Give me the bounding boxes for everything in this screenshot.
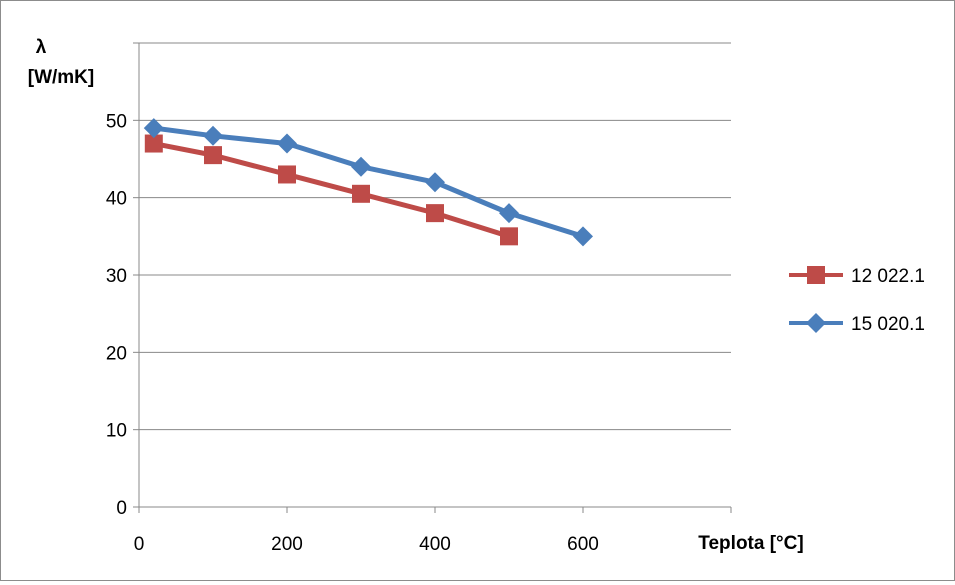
tick-labels: 0 10 20 30 40 50 0 200 400 600 bbox=[106, 42, 732, 555]
y-tick-label: 20 bbox=[106, 343, 127, 364]
x-tick-label: 400 bbox=[419, 534, 451, 555]
data-point-square bbox=[352, 184, 370, 203]
y-tick-label: 30 bbox=[106, 266, 127, 287]
y-tick-label: 40 bbox=[106, 189, 127, 210]
data-point-square bbox=[144, 134, 163, 153]
series-lines bbox=[151, 125, 586, 239]
series-line-0 bbox=[151, 141, 512, 239]
data-point-square bbox=[426, 204, 444, 223]
data-point-diamond bbox=[425, 172, 445, 193]
legend-label-15020: 15 020.1 bbox=[851, 314, 925, 335]
x-axis-title: Teplota [°C] bbox=[698, 533, 803, 554]
data-point-diamond bbox=[277, 133, 297, 154]
data-point-square bbox=[204, 146, 222, 165]
legend-marker-square bbox=[807, 266, 825, 284]
y-tick-label: 0 bbox=[116, 498, 127, 519]
y-tick-label: 10 bbox=[106, 421, 127, 442]
y-tick-label: 50 bbox=[106, 111, 127, 132]
x-tick-label: 600 bbox=[567, 534, 599, 555]
gridlines bbox=[139, 42, 731, 431]
data-point-diamond bbox=[143, 118, 164, 139]
series-line-1 bbox=[151, 125, 586, 239]
x-tick-label: 200 bbox=[271, 534, 303, 555]
data-point-diamond bbox=[573, 226, 593, 247]
data-point-square bbox=[278, 165, 296, 184]
legend-item-12022: 12 022.1 bbox=[789, 266, 925, 287]
data-point-square bbox=[500, 227, 518, 246]
data-point-diamond bbox=[499, 203, 519, 224]
series-markers bbox=[143, 118, 593, 247]
legend-marker-diamond bbox=[806, 313, 826, 333]
y-axis-symbol: λ bbox=[36, 37, 47, 58]
y-axis-unit: [W/mK] bbox=[28, 67, 94, 88]
legend: 12 022.1 15 020.1 bbox=[789, 266, 925, 335]
x-tick-label: 0 bbox=[134, 534, 145, 555]
legend-item-15020: 15 020.1 bbox=[789, 313, 925, 335]
data-point-diamond bbox=[203, 125, 223, 146]
data-point-diamond bbox=[351, 156, 371, 177]
legend-label-12022: 12 022.1 bbox=[851, 266, 925, 287]
